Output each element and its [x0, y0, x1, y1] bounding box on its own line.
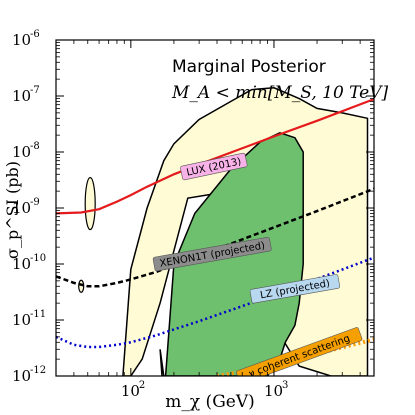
y-tick-label: 10 [12, 143, 31, 161]
y-tick-label: 10 [12, 87, 31, 105]
y-tick-exponent: -11 [30, 309, 46, 320]
posterior-regions [78, 87, 369, 376]
label-box [152, 236, 272, 272]
series-xenon1t-projected [56, 187, 374, 288]
y-tick-label: 10 [12, 31, 31, 49]
x-tick-exponent: 2 [139, 380, 145, 391]
y-tick-exponent: -7 [30, 85, 40, 96]
annotation-subtitle: M_A < min[M_S, 10 TeV] [171, 83, 389, 103]
x-tick-label: 10 [121, 382, 140, 400]
y-tick-label: 10 [12, 311, 31, 329]
y-tick-exponent: -12 [30, 365, 46, 376]
y-tick-exponent: -10 [30, 253, 46, 264]
y-tick-label: 10 [12, 199, 31, 217]
x-tick-exponent: 3 [282, 380, 288, 391]
region-outer [122, 87, 369, 376]
label-box [180, 152, 248, 181]
limit-curves [56, 98, 374, 376]
y-tick-label: 10 [12, 255, 31, 273]
y-tick-exponent: -6 [30, 29, 40, 40]
series-lux-2013 [56, 98, 374, 215]
x-tick-label: 10 [264, 382, 283, 400]
x-axis-label: m_χ (GeV) [165, 392, 255, 412]
y-tick-label: 10 [12, 367, 31, 385]
region-outer-island [84, 176, 96, 231]
annotation-title: Marginal Posterior [172, 57, 326, 77]
label-box [236, 327, 363, 376]
y-tick-exponent: -9 [30, 197, 40, 208]
label-box [249, 274, 341, 304]
y-axis-label: σ_p^SI (pb) [3, 161, 22, 259]
y-tick-exponent: -8 [30, 141, 40, 152]
